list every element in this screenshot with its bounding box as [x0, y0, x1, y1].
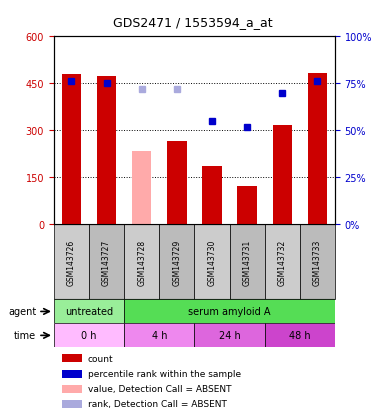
Text: GSM143727: GSM143727: [102, 239, 111, 285]
Text: GSM143731: GSM143731: [243, 239, 252, 285]
Bar: [62, 385, 82, 393]
Bar: [273, 125, 292, 225]
Text: 24 h: 24 h: [219, 330, 240, 341]
Text: GSM143732: GSM143732: [278, 239, 287, 285]
Bar: [300, 225, 335, 300]
Text: GSM143730: GSM143730: [208, 239, 216, 285]
Bar: [124, 300, 335, 324]
Bar: [62, 354, 82, 363]
Text: value, Detection Call = ABSENT: value, Detection Call = ABSENT: [88, 384, 231, 393]
Text: serum amyloid A: serum amyloid A: [188, 307, 271, 317]
Text: percentile rank within the sample: percentile rank within the sample: [88, 369, 241, 378]
Bar: [203, 167, 222, 225]
Text: count: count: [88, 354, 113, 363]
Text: GSM143733: GSM143733: [313, 239, 322, 285]
Bar: [265, 324, 335, 347]
Text: untreated: untreated: [65, 307, 113, 317]
Bar: [124, 324, 194, 347]
Bar: [229, 225, 265, 300]
Text: GSM143728: GSM143728: [137, 239, 146, 285]
Bar: [238, 187, 257, 225]
Text: GSM143726: GSM143726: [67, 239, 76, 285]
Text: 48 h: 48 h: [289, 330, 311, 341]
Bar: [167, 142, 186, 225]
Bar: [132, 151, 151, 225]
Bar: [308, 74, 327, 225]
Bar: [97, 77, 116, 225]
Bar: [54, 324, 124, 347]
Text: 0 h: 0 h: [81, 330, 97, 341]
Bar: [62, 370, 82, 378]
Text: rank, Detection Call = ABSENT: rank, Detection Call = ABSENT: [88, 399, 226, 408]
Text: GDS2471 / 1553594_a_at: GDS2471 / 1553594_a_at: [113, 16, 272, 29]
Text: agent: agent: [8, 307, 36, 317]
Bar: [62, 75, 81, 225]
Text: time: time: [14, 330, 36, 341]
Bar: [54, 225, 89, 300]
Bar: [264, 225, 300, 300]
Bar: [124, 225, 159, 300]
Bar: [194, 324, 265, 347]
Text: 4 h: 4 h: [152, 330, 167, 341]
Bar: [159, 225, 194, 300]
Bar: [62, 400, 82, 408]
Text: GSM143729: GSM143729: [172, 239, 181, 285]
Bar: [89, 225, 124, 300]
Bar: [194, 225, 229, 300]
Bar: [54, 300, 124, 324]
